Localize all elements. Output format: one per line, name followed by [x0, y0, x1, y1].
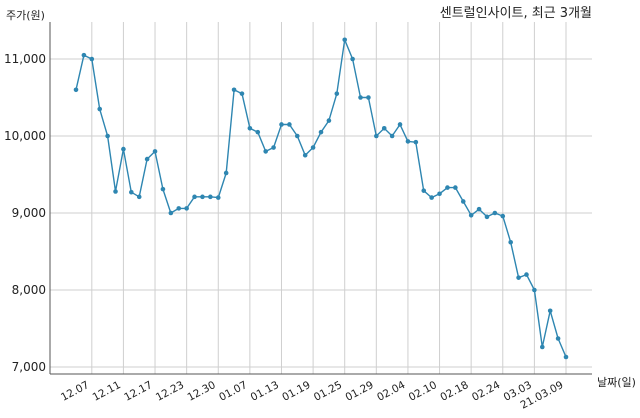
data-point [113, 189, 118, 194]
data-point [318, 129, 324, 135]
data-point [239, 91, 245, 96]
x-tick-label: 01.13 [249, 379, 281, 404]
data-point [184, 206, 189, 211]
x-tick-label: 12.07 [59, 379, 91, 404]
data-point [421, 188, 427, 193]
data-point [413, 139, 419, 145]
y-tick-labels: 7,000 8,000 9,000 10,000 11,000 [4, 52, 46, 374]
data-point [121, 146, 126, 152]
x-tick-label: 12.30 [185, 379, 217, 404]
data-point [200, 194, 205, 200]
x-tick-label: 12.17 [122, 379, 154, 404]
data-point [192, 194, 197, 200]
data-point [294, 133, 300, 139]
data-point [437, 191, 442, 197]
data-point [105, 133, 110, 139]
data-point [334, 91, 340, 96]
x-axis-title: 날짜(일) [597, 375, 636, 389]
data-point [397, 122, 403, 127]
x-tick-label: 02.18 [438, 379, 470, 404]
series-line [75, 39, 567, 358]
data-point [231, 87, 237, 93]
x-tick-label: 01.07 [217, 379, 249, 404]
data-point [374, 133, 379, 139]
data-point [500, 213, 506, 219]
gridlines [50, 22, 592, 374]
data-point [358, 95, 363, 100]
data-point [136, 194, 142, 200]
x-tick-label: 02.04 [375, 379, 407, 404]
data-point [350, 56, 355, 62]
x-tick-label: 01.19 [280, 379, 312, 404]
x-tick-label: 12.23 [154, 379, 186, 404]
data-point [492, 210, 498, 216]
data-point [460, 199, 466, 204]
data-point [326, 118, 332, 123]
data-point [405, 139, 411, 144]
data-point [389, 133, 395, 139]
x-tick-labels: 12.07 12.11 12.17 12.23 12.30 01.07 01.13 01.19… [59, 379, 565, 412]
data-point [73, 87, 79, 93]
data-point [429, 195, 434, 200]
data-point [310, 145, 316, 150]
data-point [555, 336, 561, 341]
x-tick-label: 01.29 [344, 379, 376, 404]
data-point [263, 149, 268, 154]
x-tick-label: 12.11 [91, 379, 123, 404]
y-tick-label: 8,000 [12, 283, 46, 297]
data-point [168, 210, 174, 216]
data-point [547, 308, 553, 314]
data-point [208, 194, 213, 200]
data-point [468, 213, 474, 218]
data-point [342, 37, 348, 43]
data-point [453, 185, 458, 190]
data-point [381, 126, 387, 131]
chart-title: 센트럴인사이트, 최근 3개월 [440, 6, 592, 21]
data-point [81, 52, 87, 58]
data-point [247, 126, 253, 131]
y-tick-label: 7,000 [12, 360, 46, 374]
data-point [516, 275, 521, 280]
data-point [302, 152, 308, 158]
y-tick-label: 11,000 [4, 52, 46, 66]
data-point [176, 206, 182, 211]
data-point [532, 287, 537, 293]
data-point [539, 344, 545, 350]
data-point [563, 354, 569, 360]
data-point [484, 214, 490, 220]
x-tick-label: 01.25 [312, 379, 344, 404]
data-point [445, 185, 450, 190]
data-point [524, 272, 529, 277]
data-point [215, 195, 221, 200]
data-point [255, 129, 261, 135]
data-point [271, 145, 276, 150]
y-axis-title: 주가(원) [6, 9, 45, 22]
y-tick-label: 9,000 [12, 206, 46, 220]
y-tick-label: 10,000 [4, 129, 46, 143]
axes [49, 22, 592, 375]
x-tick-label: 02.10 [407, 379, 439, 404]
data-point [97, 106, 103, 112]
data-point [89, 56, 95, 62]
data-point [160, 186, 166, 192]
data-point [476, 206, 482, 212]
data-point [223, 170, 229, 176]
data-point [279, 122, 284, 127]
data-point [129, 189, 134, 195]
data-point [508, 239, 513, 245]
data-point [366, 95, 371, 100]
data-point [152, 149, 158, 154]
data-point [287, 122, 292, 127]
series-layer [73, 37, 569, 360]
data-point [144, 156, 150, 162]
x-tick-label: 02.24 [470, 379, 502, 404]
